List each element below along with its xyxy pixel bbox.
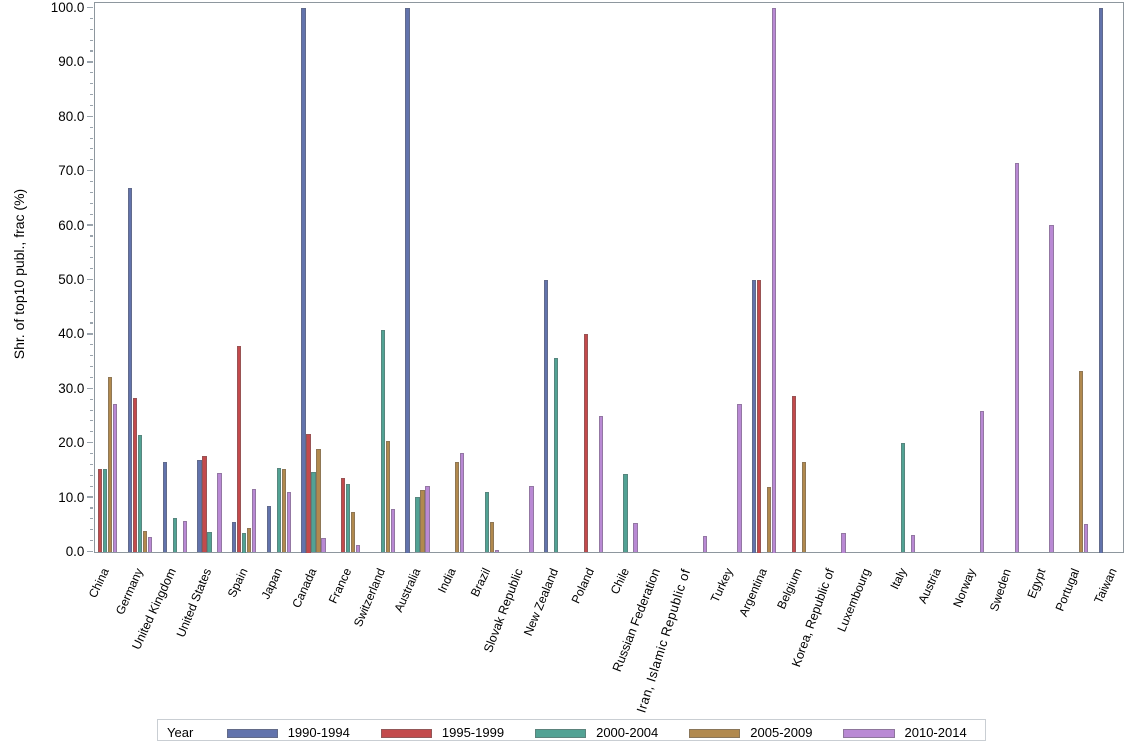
svg-text:Norway: Norway <box>950 566 978 609</box>
svg-text:Turkey: Turkey <box>708 566 736 605</box>
svg-text:Taiwan: Taiwan <box>1091 566 1119 606</box>
svg-text:Poland: Poland <box>569 566 597 606</box>
svg-text:China: China <box>86 565 112 600</box>
svg-text:France: France <box>326 566 355 606</box>
svg-text:Canada: Canada <box>289 566 319 610</box>
svg-text:Germany: Germany <box>113 566 146 617</box>
svg-text:Belgium: Belgium <box>774 566 805 611</box>
svg-text:Sweden: Sweden <box>987 567 1014 613</box>
svg-text:Argentina: Argentina <box>736 566 770 619</box>
svg-text:Egypt: Egypt <box>1024 566 1048 600</box>
svg-text:Austria: Austria <box>915 566 944 606</box>
svg-text:Japan: Japan <box>258 566 285 602</box>
svg-text:United States: United States <box>174 566 215 639</box>
svg-text:Spain: Spain <box>225 566 251 600</box>
svg-text:New Zealand: New Zealand <box>521 566 561 638</box>
svg-text:Portugal: Portugal <box>1053 566 1083 613</box>
svg-text:Australia: Australia <box>391 566 423 615</box>
svg-text:Italy: Italy <box>887 566 909 592</box>
svg-text:Luxembourg: Luxembourg <box>835 566 874 633</box>
svg-text:Brazil: Brazil <box>468 566 494 599</box>
svg-text:Chile: Chile <box>608 565 633 596</box>
svg-text:India: India <box>435 565 459 595</box>
svg-text:Switzerland: Switzerland <box>351 566 388 629</box>
